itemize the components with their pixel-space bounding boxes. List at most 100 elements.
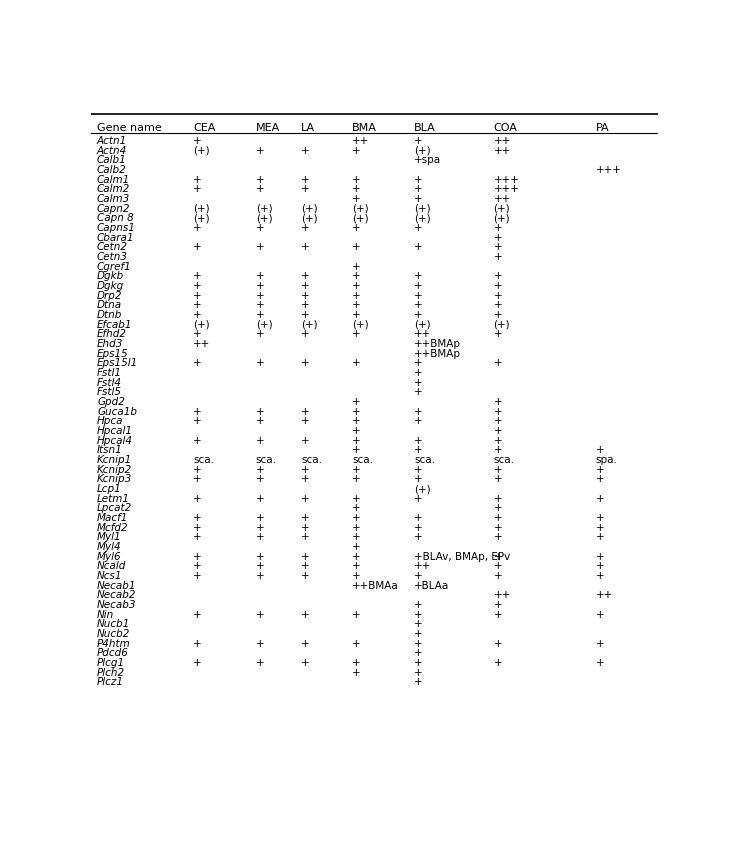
Text: Nin: Nin	[97, 610, 114, 620]
Text: +: +	[493, 523, 502, 533]
Text: +spa: +spa	[414, 155, 442, 165]
Text: +: +	[193, 552, 202, 562]
Text: +: +	[352, 426, 360, 436]
Text: +: +	[493, 281, 502, 291]
Text: +: +	[193, 571, 202, 581]
Text: Myl1: Myl1	[97, 533, 121, 542]
Text: +: +	[414, 175, 423, 184]
Text: Ncald: Ncald	[97, 561, 126, 572]
Text: +: +	[596, 445, 605, 456]
Text: (+): (+)	[352, 213, 368, 223]
Text: (+): (+)	[256, 213, 272, 223]
Text: +: +	[352, 310, 360, 320]
Text: ++: ++	[193, 339, 211, 349]
Text: (+): (+)	[193, 204, 210, 214]
Text: +: +	[493, 494, 502, 504]
Text: +: +	[256, 407, 265, 417]
Text: +: +	[256, 658, 265, 668]
Text: +: +	[493, 600, 502, 610]
Text: Plcz1: Plcz1	[97, 677, 124, 688]
Text: +: +	[256, 184, 265, 194]
Text: +: +	[596, 465, 605, 475]
Text: Gpd2: Gpd2	[97, 397, 125, 407]
Text: Calb2: Calb2	[97, 165, 126, 175]
Text: Fstl5: Fstl5	[97, 387, 122, 397]
Text: Efhd2: Efhd2	[97, 329, 127, 339]
Text: +: +	[493, 639, 502, 649]
Text: +: +	[596, 552, 605, 562]
Text: +: +	[352, 271, 360, 281]
Text: Letm1: Letm1	[97, 494, 130, 504]
Text: +: +	[193, 639, 202, 649]
Text: Efcab1: Efcab1	[97, 320, 132, 330]
Text: +: +	[301, 639, 310, 649]
Text: +: +	[414, 513, 423, 523]
Text: +: +	[493, 533, 502, 542]
Text: +BLAa: +BLAa	[414, 581, 450, 591]
Text: +: +	[301, 184, 310, 194]
Text: Dtna: Dtna	[97, 301, 122, 310]
Text: +: +	[493, 445, 502, 456]
Text: +: +	[596, 475, 605, 484]
Text: Plcg1: Plcg1	[97, 658, 125, 668]
Text: +: +	[193, 417, 202, 426]
Text: Eps15: Eps15	[97, 349, 129, 359]
Text: +: +	[301, 301, 310, 310]
Text: +: +	[256, 523, 265, 533]
Text: +: +	[256, 475, 265, 484]
Text: Hpcal4: Hpcal4	[97, 436, 133, 446]
Text: (+): (+)	[414, 213, 431, 223]
Text: +: +	[193, 533, 202, 542]
Text: +: +	[193, 301, 202, 310]
Text: +: +	[256, 175, 265, 184]
Text: P4htm: P4htm	[97, 639, 131, 649]
Text: Calm2: Calm2	[97, 184, 130, 194]
Text: Lpcat2: Lpcat2	[97, 503, 132, 514]
Text: +: +	[256, 145, 265, 156]
Text: Calm3: Calm3	[97, 194, 130, 204]
Text: +: +	[493, 407, 502, 417]
Text: +: +	[193, 465, 202, 475]
Text: +: +	[414, 668, 423, 678]
Text: +: +	[256, 494, 265, 504]
Text: +: +	[414, 387, 423, 397]
Text: +: +	[301, 658, 310, 668]
Text: +: +	[352, 262, 360, 272]
Text: ++: ++	[493, 591, 511, 600]
Text: ++BMAa: ++BMAa	[352, 581, 398, 591]
Text: +: +	[414, 301, 423, 310]
Text: (+): (+)	[414, 145, 431, 156]
Text: +: +	[352, 658, 360, 668]
Text: +: +	[414, 658, 423, 668]
Text: Macf1: Macf1	[97, 513, 129, 523]
Text: +: +	[414, 136, 423, 146]
Text: +: +	[414, 639, 423, 649]
Text: +: +	[493, 465, 502, 475]
Text: +: +	[596, 639, 605, 649]
Text: +: +	[193, 291, 202, 301]
Text: +: +	[256, 271, 265, 281]
Text: ++: ++	[596, 591, 613, 600]
Text: Myl6: Myl6	[97, 552, 121, 562]
Text: +: +	[256, 329, 265, 339]
Text: Actn4: Actn4	[97, 145, 127, 156]
Text: +: +	[493, 571, 502, 581]
Text: Dgkb: Dgkb	[97, 271, 124, 281]
Text: ++: ++	[352, 136, 369, 146]
Text: +: +	[352, 397, 360, 407]
Text: +: +	[352, 329, 360, 339]
Text: +: +	[352, 359, 360, 368]
Text: +: +	[301, 242, 310, 252]
Text: +: +	[301, 310, 310, 320]
Text: +: +	[301, 513, 310, 523]
Text: Mcfd2: Mcfd2	[97, 523, 129, 533]
Text: Cgref1: Cgref1	[97, 262, 132, 272]
Text: +: +	[256, 359, 265, 368]
Text: Hpcal1: Hpcal1	[97, 426, 133, 436]
Text: +: +	[193, 223, 202, 233]
Text: Ehd3: Ehd3	[97, 339, 124, 349]
Text: MEA: MEA	[256, 123, 280, 132]
Text: (+): (+)	[256, 204, 272, 214]
Text: LA: LA	[301, 123, 315, 132]
Text: +: +	[493, 475, 502, 484]
